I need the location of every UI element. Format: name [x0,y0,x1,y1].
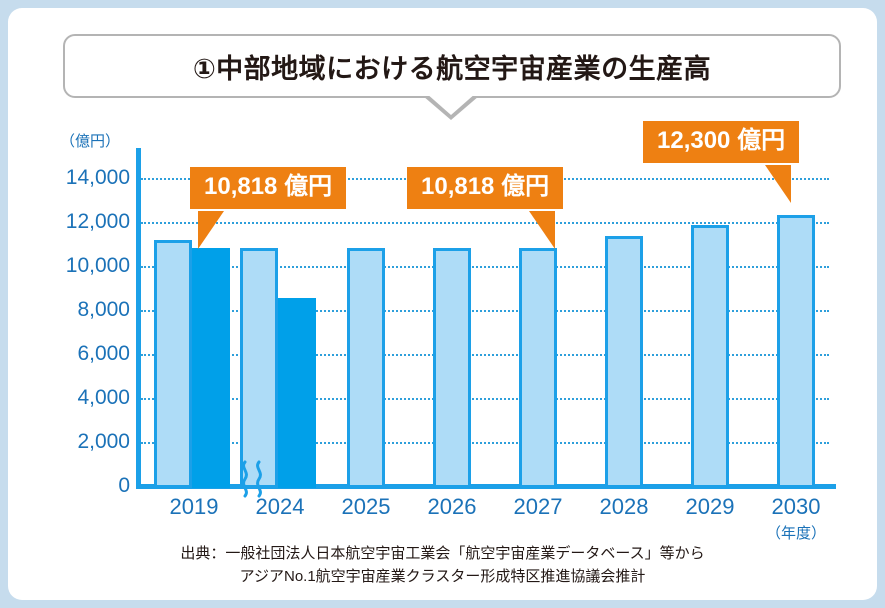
gridline-6000 [141,354,829,356]
callout-2030: 12,300 億円 [643,121,800,203]
callout-tail [765,165,792,203]
bar-2025-light [347,248,385,488]
y-tick-label: 2,000 [77,430,130,453]
x-axis-unit-label: （年度） [765,525,827,542]
x-tick-label: 2027 [513,494,563,519]
page-title: ①中部地域における航空宇宙産業の生産高 [192,53,712,84]
source-footnote: 出典：一般社団法人日本航空宇宙工業会「航空宇宙産業データベース」等から アジアN… [8,542,877,589]
callout-label: 12,300 億円 [643,121,800,163]
gridline-10000 [141,266,829,268]
title-notch-arrow [423,93,479,120]
y-tick-label: 6,000 [77,342,130,365]
y-tick-label: 0 [118,474,130,497]
gridline-14000 [141,178,829,180]
x-tick-label: 2024 [255,494,305,519]
y-axis-line [136,148,141,488]
bar-2029-light [691,225,729,488]
y-tick-label: 8,000 [77,298,130,321]
gridline-8000 [141,310,829,312]
callout-tail [198,211,224,249]
bar-2030-light [777,215,815,488]
x-tick-label: 2026 [427,494,477,519]
bar-2024-light [240,248,278,488]
bar-2024-dark [278,297,316,488]
bar-2019-light [154,239,192,488]
callout-label: 10,818 億円 [190,167,347,209]
x-axis-line [136,484,836,489]
bar-2027-light [519,248,557,488]
x-tick-label: 2030 [771,494,821,519]
callout-tail [529,211,556,249]
bar-2019-dark [192,248,230,488]
gridline-12000 [141,222,829,224]
gridline-4000 [141,398,829,400]
x-tick-label: 2019 [169,494,219,519]
y-axis-unit-label: （億円） [60,133,121,150]
bar-2028-light [605,236,643,488]
title-banner: ①中部地域における航空宇宙産業の生産高 [63,34,841,98]
axis-break-symbol [236,460,272,498]
footnote-line-2: アジアNo.1航空宇宙産業クラスター形成特区推進協議会推計 [239,568,646,586]
footnote-line-1: 出典：一般社団法人日本航空宇宙工業会「航空宇宙産業データベース」等から [180,545,705,562]
x-tick-label: 2028 [599,494,649,519]
chart-card: ①中部地域における航空宇宙産業の生産高 （億円） 14,000 12,000 1… [8,8,877,600]
y-tick-label: 12,000 [65,210,130,233]
bar-2026-light [433,248,471,488]
y-tick-label: 14,000 [65,166,130,189]
y-tick-label: 4,000 [77,386,130,409]
y-tick-label: 10,000 [65,254,130,277]
callout-2027: 10,818 億円 [407,167,564,249]
x-tick-label: 2025 [341,494,391,519]
callout-2019: 10,818 億円 [190,167,347,249]
gridline-2000 [141,442,829,444]
x-tick-label: 2029 [685,494,735,519]
callout-label: 10,818 億円 [407,167,564,209]
